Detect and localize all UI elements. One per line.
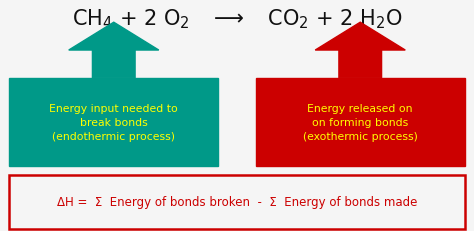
Text: Energy input needed to
break bonds
(endothermic process): Energy input needed to break bonds (endo… — [49, 103, 178, 141]
Polygon shape — [69, 23, 159, 79]
Text: Energy released on
on forming bonds
(exothermic process): Energy released on on forming bonds (exo… — [303, 103, 418, 141]
FancyBboxPatch shape — [9, 79, 218, 166]
Polygon shape — [315, 23, 405, 79]
FancyBboxPatch shape — [256, 79, 465, 166]
FancyBboxPatch shape — [9, 176, 465, 229]
Text: CH$_4$ + 2 O$_2$   $\longrightarrow$   CO$_2$ + 2 H$_2$O: CH$_4$ + 2 O$_2$ $\longrightarrow$ CO$_2… — [72, 7, 402, 30]
Text: ΔH =  Σ  Energy of bonds broken  -  Σ  Energy of bonds made: ΔH = Σ Energy of bonds broken - Σ Energy… — [57, 196, 417, 209]
